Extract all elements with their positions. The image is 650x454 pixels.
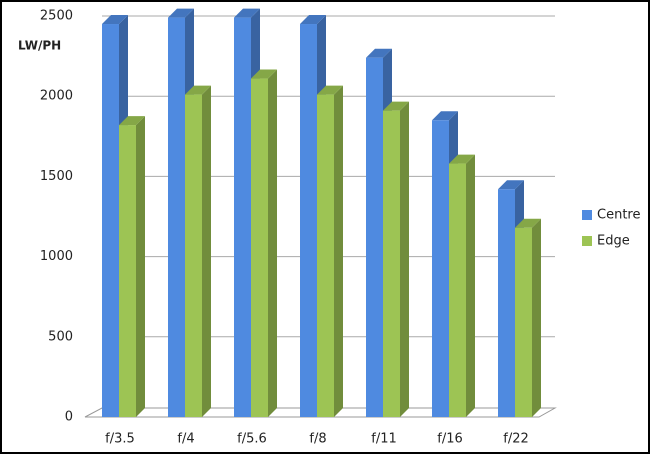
bar [317,85,343,417]
bar-front [515,227,532,417]
x-tick-label: f/22 [503,432,529,447]
bar-top [515,218,541,228]
bar [119,116,145,418]
x-tick-label: f/5.6 [237,432,267,447]
bar-front [300,24,317,418]
x-tick-label: f/4 [177,432,194,447]
bar [449,154,475,417]
y-axis-label: LW/PH [18,39,61,53]
bar-top [449,154,475,164]
x-tick-label: f/11 [371,432,397,447]
bar-side [400,101,409,418]
legend-label: Edge [597,234,630,249]
y-tick-label: 2500 [40,9,73,24]
y-tick-label: 0 [65,410,73,425]
bar-top [432,111,458,121]
bar-side [136,116,145,418]
bar-top [119,116,145,126]
bar-top [317,85,343,95]
bar-side [268,69,277,417]
bar [383,101,409,418]
legend-swatch [582,210,592,220]
bar-top [234,8,260,18]
bar-side [202,85,211,417]
bar-top [498,180,524,190]
bar-front [449,163,466,417]
y-tick-label: 2000 [40,89,73,104]
bar-top [300,15,326,25]
bar-front [119,125,136,418]
x-tick-label: f/3.5 [105,432,135,447]
x-tick-label: f/16 [437,432,463,447]
bar-front [366,57,383,417]
bar-front [185,94,202,417]
bar-top [102,15,128,25]
y-tick-label: 500 [48,329,73,344]
bar-front [234,17,251,417]
bar-front [168,17,185,417]
bar-side [466,154,475,417]
bar-side [334,85,343,417]
y-tick-label: 1500 [40,169,73,184]
bar-front [317,94,334,417]
bar-front [383,110,400,418]
bar [251,69,277,417]
bar-top [383,101,409,111]
bar-top [168,8,194,18]
bar-side [532,218,541,417]
bar-front [498,189,515,417]
bar-front [102,24,119,418]
bar-top [366,48,392,58]
y-tick-label: 1000 [40,249,73,264]
bar [185,85,211,417]
bar-front [432,120,449,417]
legend-label: Centre [597,208,640,223]
bar-top [185,85,211,95]
legend-swatch [582,236,592,246]
bar [515,218,541,417]
x-tick-label: f/8 [309,432,326,447]
bar-front [251,78,268,417]
bar-top [251,69,277,79]
